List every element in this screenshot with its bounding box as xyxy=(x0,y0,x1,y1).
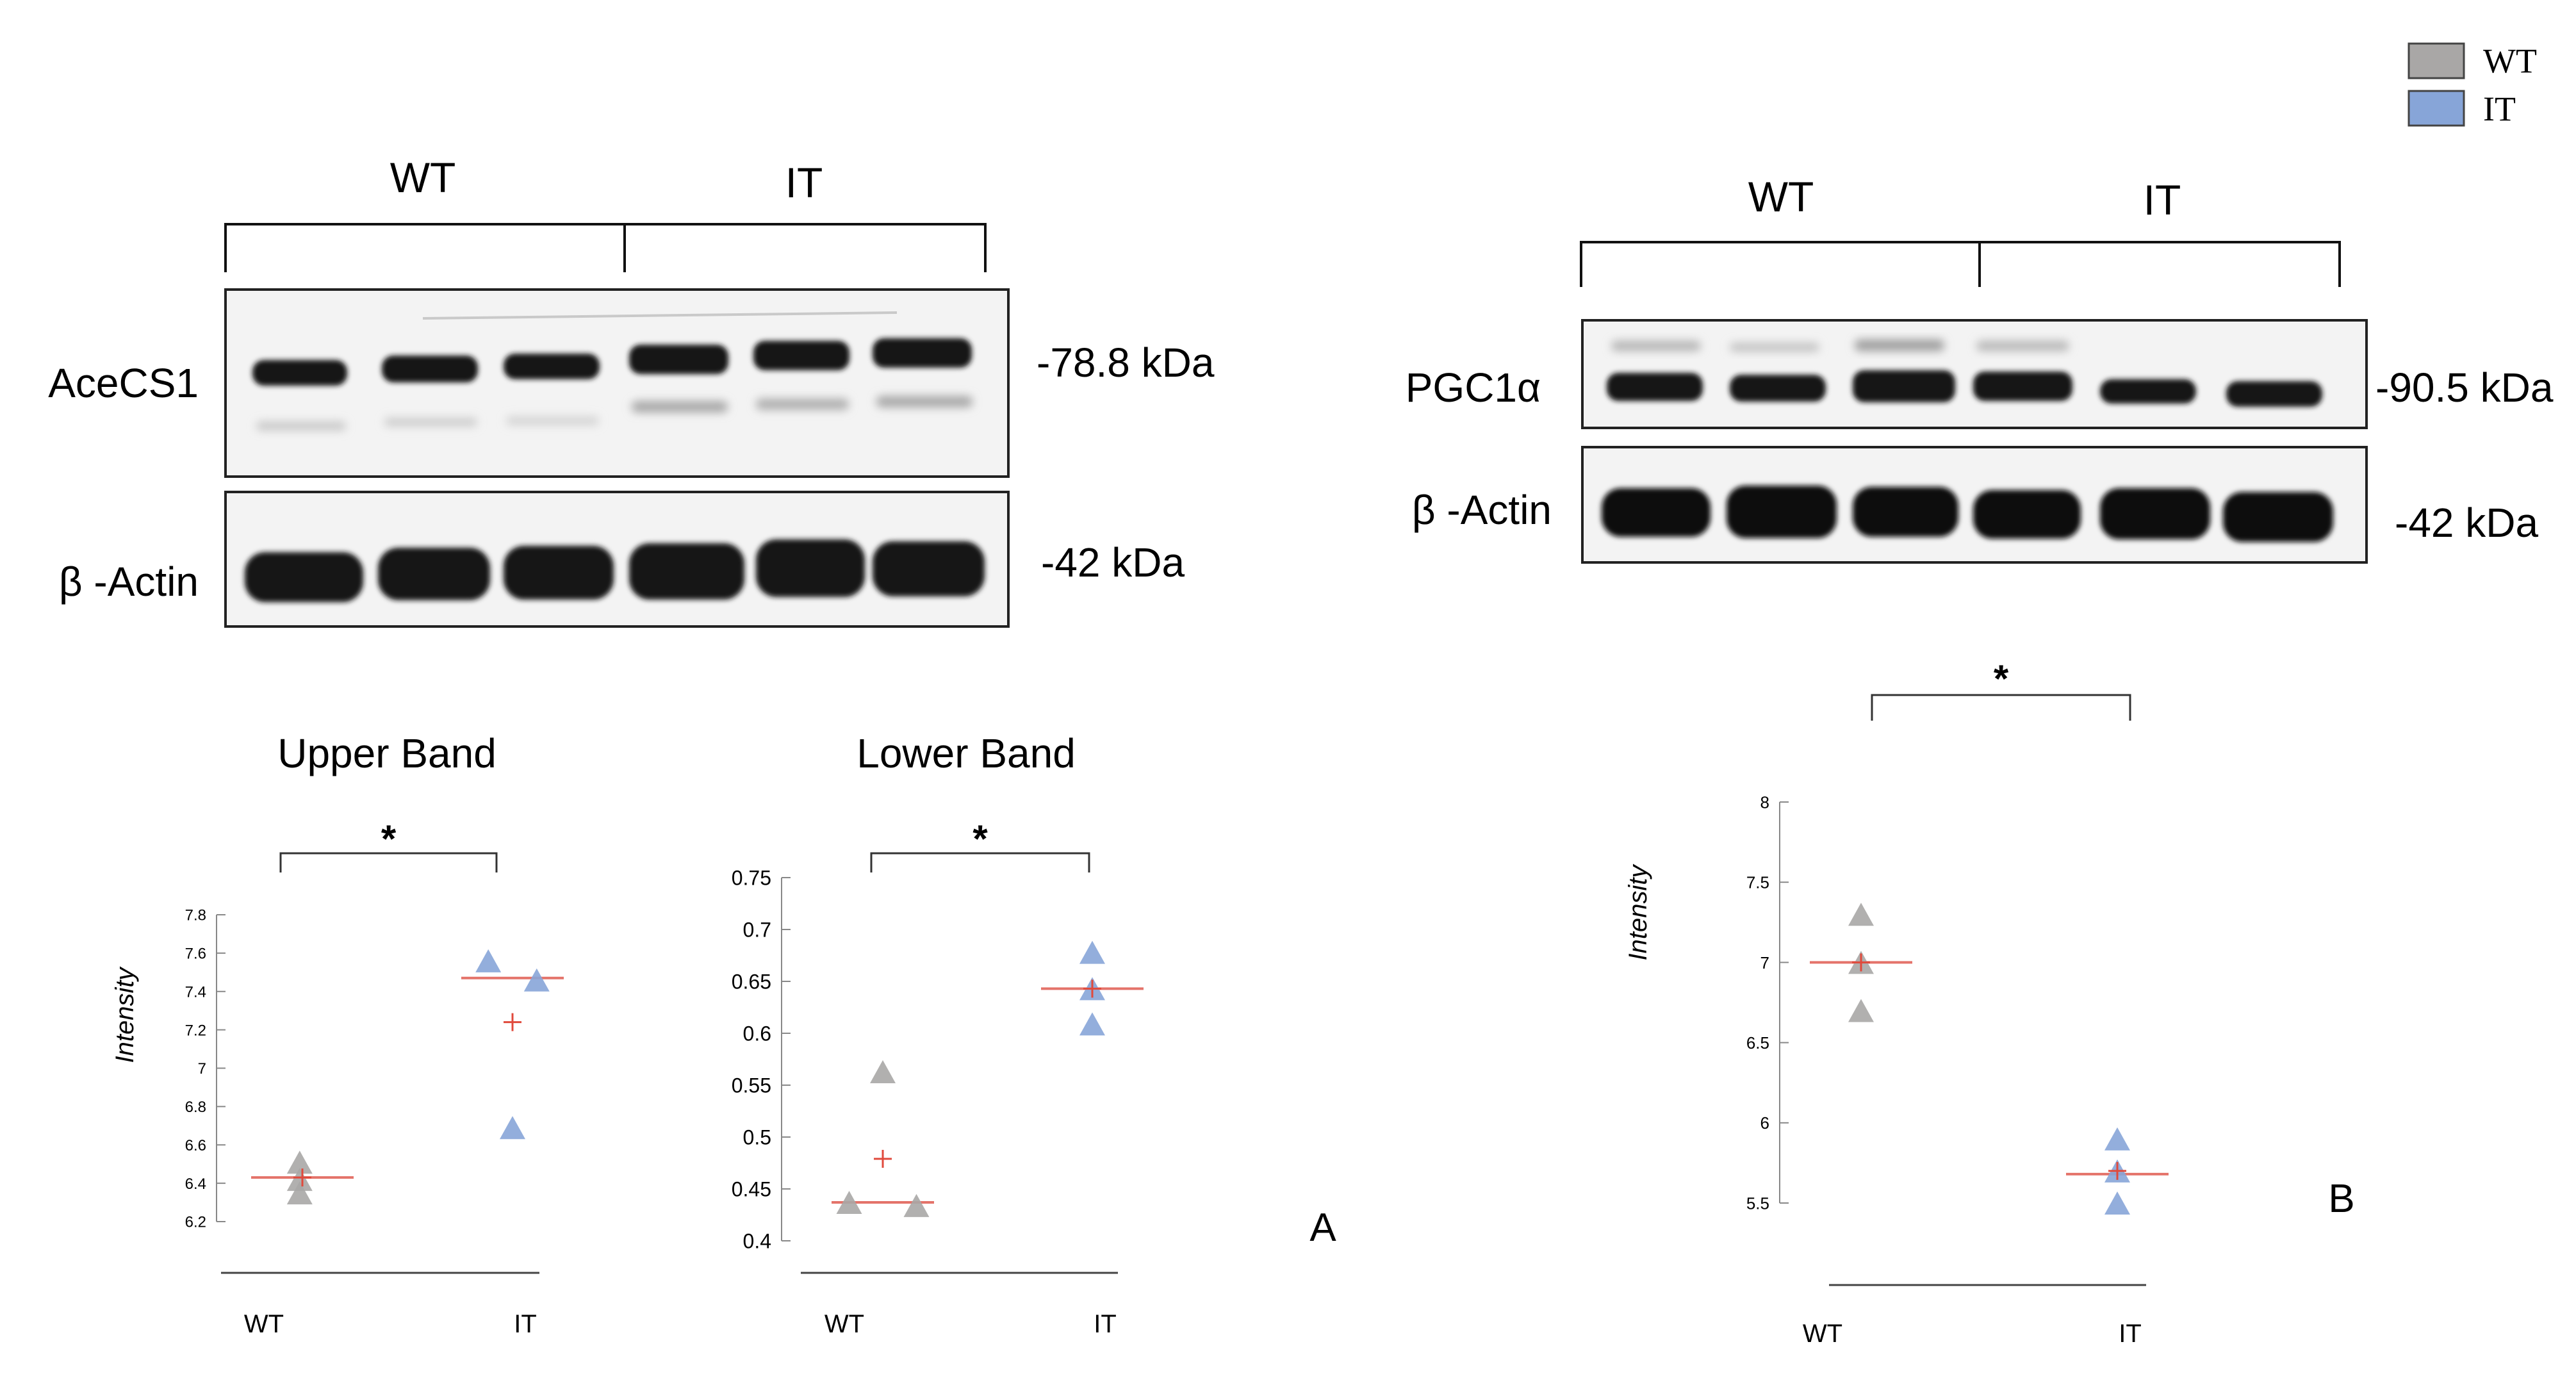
y-tick-label: 0.5 xyxy=(743,1126,771,1149)
data-point xyxy=(286,1181,313,1205)
blot-b-membrane-pgc1a xyxy=(1581,319,2368,429)
blot-b-group-it: IT xyxy=(2144,176,2181,224)
legend-swatch-wt xyxy=(2408,42,2465,79)
blot-a-bands-actin xyxy=(245,539,985,602)
y-tick-label: 7.6 xyxy=(185,946,206,963)
blot-b-label-actin: β -Actin xyxy=(1412,487,1552,533)
blot-a-kda-actin: -42 kDa xyxy=(1041,539,1185,585)
mean-marker xyxy=(2108,1161,2126,1180)
chart-title: Lower Band xyxy=(857,730,1076,776)
legend-label-wt: WT xyxy=(2483,42,2537,80)
y-tick-label: 7 xyxy=(1760,953,1769,972)
y-tick-label: 0.65 xyxy=(732,970,771,994)
blot-a-group-wt: WT xyxy=(390,154,456,201)
panel-a-blot: WT IT AceCS1 -78.8 kDa xyxy=(48,154,1215,628)
x-tick-label: WT xyxy=(1803,1320,1842,1348)
data-point xyxy=(475,949,502,972)
data-point xyxy=(836,1191,862,1215)
blot-b-group-wt: WT xyxy=(1748,173,1814,220)
legend: WT IT xyxy=(2408,42,2537,128)
chart-upper-band: Upper Band Intensity 6.2 6.4 6.6 6.8 7 7.2 7.4 7.… xyxy=(111,730,564,1338)
x-tick-label: IT xyxy=(1094,1310,1117,1338)
significance-bracket xyxy=(1871,694,2131,721)
y-axis-label: Intensity xyxy=(111,966,139,1063)
y-axis-label: Intensity xyxy=(1624,864,1652,961)
y-tick-label: 0.4 xyxy=(743,1230,771,1253)
data-point xyxy=(1848,903,1874,926)
data-point xyxy=(2104,1127,2130,1150)
blot-a-group-bracket xyxy=(224,223,987,272)
mean-marker xyxy=(1083,979,1101,998)
data-point xyxy=(1079,1012,1105,1036)
y-tick-label: 8 xyxy=(1760,792,1769,812)
blot-a-bands-acecs1 xyxy=(252,338,972,386)
y-tick-label: 6.5 xyxy=(1746,1033,1769,1052)
y-tick-label: 5.5 xyxy=(1746,1193,1769,1213)
blot-a-group-it: IT xyxy=(785,159,823,206)
y-tick-label: 6.6 xyxy=(185,1137,206,1154)
blot-b-bands-actin xyxy=(1602,486,2333,542)
data-point xyxy=(903,1193,930,1217)
data-point xyxy=(1079,940,1105,964)
y-tick-label: 0.55 xyxy=(732,1074,771,1097)
legend-swatch-it xyxy=(2408,90,2465,127)
y-tick-label: 6.8 xyxy=(185,1099,206,1116)
x-tick-label: WT xyxy=(244,1310,284,1338)
y-tick-label: 6 xyxy=(1760,1113,1769,1133)
blot-a-label-actin: β -Actin xyxy=(59,559,199,605)
data-point xyxy=(500,1116,525,1140)
x-tick-label: IT xyxy=(514,1310,537,1338)
blot-a-membrane-acecs1 xyxy=(224,288,1010,478)
y-tick-label: 7 xyxy=(198,1060,206,1077)
significance-bracket xyxy=(279,852,498,872)
panel-letter-a: A xyxy=(1309,1206,1336,1250)
y-tick-label: 0.6 xyxy=(743,1022,771,1045)
panel-b-blot: WT IT PGC1α -90.5 kDa β - xyxy=(1406,173,2554,564)
significance-star: * xyxy=(1994,657,2009,700)
data-point xyxy=(1848,999,1874,1022)
panel-letter-b: B xyxy=(2328,1177,2354,1221)
y-tick-label: 6.4 xyxy=(185,1175,206,1193)
data-point xyxy=(870,1060,896,1083)
chart-lower-band: Lower Band 0.4 0.45 0.5 0.55 0.6 0.65 0.7 0.75 WT… xyxy=(732,730,1144,1338)
significance-bracket xyxy=(870,852,1090,872)
significance-star: * xyxy=(972,817,988,860)
data-point xyxy=(2104,1191,2130,1215)
y-tick-label: 7.2 xyxy=(185,1022,206,1039)
data-point xyxy=(523,968,550,992)
x-tick-label: IT xyxy=(2119,1320,2142,1348)
mean-marker xyxy=(293,1168,311,1187)
blot-b-kda-actin: -42 kDa xyxy=(2395,500,2539,546)
data-point xyxy=(286,1168,313,1191)
x-tick-label: WT xyxy=(824,1310,864,1338)
blot-b-group-bracket xyxy=(1580,241,2341,287)
blot-b-bands-pgc1a xyxy=(1607,370,2322,407)
blot-a-label-acecs1: AceCS1 xyxy=(48,360,199,406)
y-tick-label: 7.8 xyxy=(185,907,206,924)
y-tick-label: 0.75 xyxy=(732,867,771,890)
y-tick-label: 0.45 xyxy=(732,1178,771,1201)
blot-b-label-pgc1a: PGC1α xyxy=(1406,364,1541,411)
y-tick-label: 0.7 xyxy=(743,919,771,942)
chart-pgc1a-intensity: Intensity 5.5 6 6.5 7 7.5 8 WT IT * xyxy=(1624,657,2169,1348)
mean-marker xyxy=(1852,953,1870,972)
legend-label-it: IT xyxy=(2483,90,2516,128)
significance-star: * xyxy=(381,817,397,860)
y-tick-label: 7.4 xyxy=(185,983,206,1001)
mean-marker xyxy=(874,1150,892,1168)
blot-a-kda-acecs1: -78.8 kDa xyxy=(1037,340,1215,386)
chart-title: Upper Band xyxy=(277,730,496,776)
blot-b-kda-pgc1a: -90.5 kDa xyxy=(2375,364,2554,411)
data-point xyxy=(286,1150,313,1174)
y-tick-label: 7.5 xyxy=(1746,873,1769,892)
y-tick-label: 6.2 xyxy=(185,1214,206,1231)
mean-marker xyxy=(504,1013,521,1031)
